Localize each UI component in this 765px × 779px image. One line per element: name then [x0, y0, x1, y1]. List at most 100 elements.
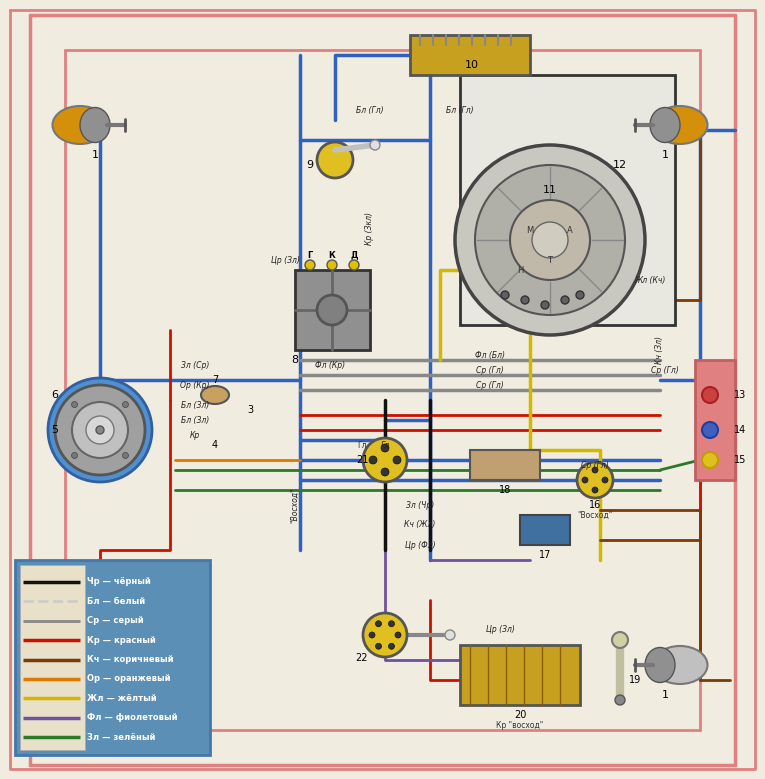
Circle shape — [389, 621, 395, 627]
Text: Жл (Кч): Жл (Кч) — [634, 276, 666, 284]
Text: Фл (Бл): Фл (Бл) — [475, 351, 505, 359]
Ellipse shape — [112, 567, 177, 612]
Text: Жл — жёлтый: Жл — жёлтый — [87, 694, 157, 703]
Text: 4: 4 — [212, 440, 218, 450]
Circle shape — [369, 456, 377, 464]
Circle shape — [602, 477, 608, 483]
Circle shape — [702, 422, 718, 438]
Circle shape — [541, 301, 549, 309]
Bar — [520, 515, 570, 545]
Text: 8: 8 — [291, 355, 298, 365]
Text: Ср (Гл): Ср (Гл) — [651, 365, 679, 375]
Circle shape — [363, 613, 407, 657]
Text: 10: 10 — [465, 60, 479, 70]
Circle shape — [592, 467, 598, 473]
Circle shape — [532, 222, 568, 258]
Circle shape — [96, 426, 104, 434]
Text: Бл (Гл): Бл (Гл) — [356, 105, 384, 115]
Text: М: М — [526, 225, 534, 234]
Circle shape — [327, 260, 337, 270]
Text: Кч — коричневый: Кч — коричневый — [87, 655, 174, 664]
Circle shape — [510, 200, 590, 280]
Circle shape — [48, 378, 152, 482]
Text: Цр (Фл): Цр (Фл) — [405, 541, 435, 549]
Ellipse shape — [135, 575, 165, 605]
Text: Д: Д — [350, 251, 358, 259]
Ellipse shape — [80, 108, 110, 143]
Circle shape — [363, 438, 407, 482]
Circle shape — [376, 643, 382, 649]
Circle shape — [561, 296, 569, 304]
Ellipse shape — [645, 647, 675, 682]
Text: Кр: Кр — [190, 431, 200, 439]
Text: Кр — красный: Кр — красный — [87, 636, 156, 644]
Text: Бл (Гл): Бл (Гл) — [446, 105, 474, 115]
Circle shape — [393, 456, 401, 464]
Bar — [460, 75, 675, 325]
Text: 5: 5 — [51, 425, 58, 435]
Circle shape — [501, 291, 509, 299]
Circle shape — [582, 477, 588, 483]
Text: "Восход": "Восход" — [291, 487, 300, 523]
Text: 1: 1 — [662, 690, 669, 700]
Text: К: К — [329, 251, 335, 259]
Text: Ср (Гл): Ср (Гл) — [476, 380, 504, 390]
Circle shape — [381, 468, 389, 476]
Circle shape — [122, 401, 129, 407]
Circle shape — [576, 291, 584, 299]
Circle shape — [72, 402, 128, 458]
Ellipse shape — [201, 386, 229, 404]
Text: Цр (Зл): Цр (Зл) — [486, 626, 514, 635]
Text: Зл (Ср): Зл (Ср) — [181, 361, 209, 369]
Text: 9: 9 — [307, 160, 314, 170]
Bar — [295, 270, 370, 350]
Text: Т: Т — [548, 256, 552, 265]
Text: 18: 18 — [499, 485, 511, 495]
Text: Фл (Кр): Фл (Кр) — [315, 361, 345, 369]
Circle shape — [395, 632, 401, 638]
Circle shape — [521, 296, 529, 304]
Text: Кч (Жл): Кч (Жл) — [405, 520, 436, 530]
Text: 11: 11 — [543, 185, 557, 195]
Text: 1: 1 — [92, 150, 99, 160]
Text: 15: 15 — [734, 455, 746, 465]
Text: 22: 22 — [356, 653, 368, 663]
Circle shape — [475, 165, 625, 315]
Circle shape — [592, 487, 598, 493]
Circle shape — [317, 295, 347, 325]
Text: Бл (Зл): Бл (Зл) — [181, 415, 209, 425]
Text: 21: 21 — [356, 455, 368, 465]
Circle shape — [55, 385, 145, 475]
Text: 16: 16 — [589, 500, 601, 510]
Text: 12: 12 — [613, 160, 627, 170]
Bar — [470, 450, 540, 480]
Text: 1: 1 — [662, 150, 669, 160]
Circle shape — [615, 695, 625, 705]
Text: Зл (Чр): Зл (Чр) — [406, 500, 434, 509]
Text: 1: 1 — [151, 610, 158, 620]
Circle shape — [349, 260, 359, 270]
Text: Ср (Гл): Ср (Гл) — [581, 460, 609, 470]
Text: Бл (Зл): Бл (Зл) — [181, 400, 209, 410]
Text: Цр (Зл): Цр (Зл) — [271, 256, 299, 265]
Text: Кч (Зл): Кч (Зл) — [656, 336, 665, 364]
Text: Гл: Гл — [357, 440, 366, 449]
Text: 17: 17 — [539, 550, 552, 560]
Text: Ср — серый: Ср — серый — [87, 616, 144, 625]
Circle shape — [389, 643, 395, 649]
Circle shape — [381, 444, 389, 452]
Bar — [130, 575, 165, 600]
Ellipse shape — [653, 646, 708, 684]
Bar — [15, 560, 210, 755]
Text: Ср (Гл): Ср (Гл) — [476, 365, 504, 375]
Circle shape — [305, 260, 315, 270]
Text: Зл — зелёный: Зл — зелёный — [87, 733, 155, 742]
Circle shape — [122, 453, 129, 459]
Text: 19: 19 — [629, 675, 641, 685]
Bar — [695, 360, 735, 480]
Text: Ор (Кр): Ор (Кр) — [181, 380, 210, 390]
Text: 6: 6 — [51, 390, 58, 400]
Text: А: А — [567, 225, 573, 234]
Circle shape — [702, 452, 718, 468]
Text: Кр (Зкл): Кр (Зкл) — [366, 212, 375, 245]
